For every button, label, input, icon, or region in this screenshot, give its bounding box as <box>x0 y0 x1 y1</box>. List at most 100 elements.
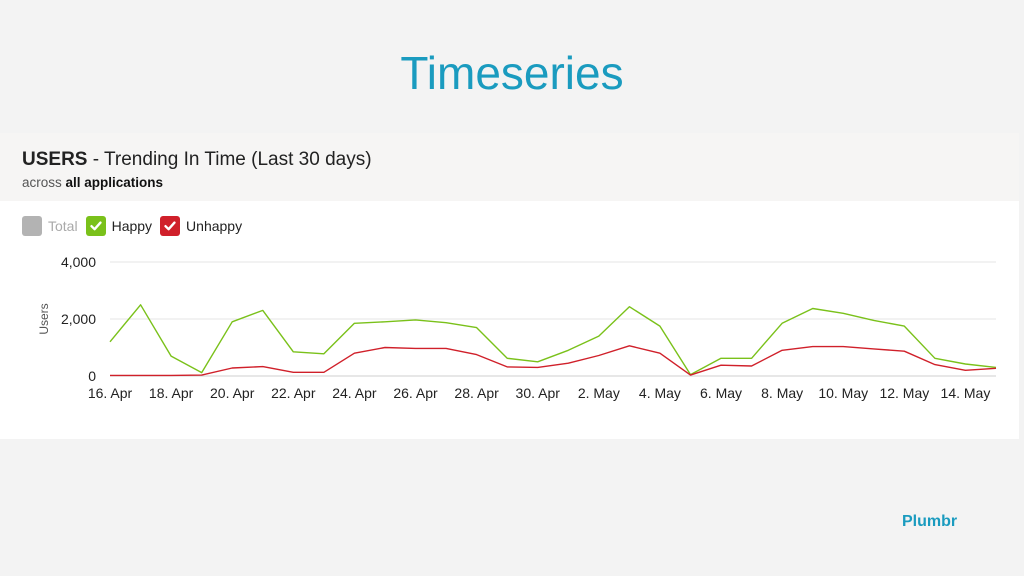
data-point-happy <box>292 350 295 353</box>
data-point-unhappy <box>170 374 173 377</box>
data-point-happy <box>383 320 386 323</box>
data-point-happy <box>231 320 234 323</box>
series-line-unhappy <box>110 345 997 377</box>
x-tick-label: 6. May <box>700 385 742 401</box>
y-axis-label: Users <box>37 303 51 334</box>
checkmark-icon <box>89 221 102 231</box>
x-tick-label: 10. May <box>818 385 868 401</box>
data-point-unhappy <box>811 345 814 348</box>
data-point-happy <box>414 318 417 321</box>
x-tick-label: 2. May <box>578 385 620 401</box>
x-tick-label: 20. Apr <box>210 385 255 401</box>
data-point-happy <box>781 322 784 325</box>
data-point-happy <box>872 319 875 322</box>
legend-item-unhappy[interactable]: Unhappy <box>160 216 242 236</box>
chart-legend: Total Happy Unhappy <box>22 215 250 237</box>
data-point-happy <box>536 360 539 363</box>
data-point-happy <box>964 362 967 365</box>
x-tick-label: 18. Apr <box>149 385 194 401</box>
panel-subtitle: across all applications <box>22 175 163 190</box>
data-point-happy <box>506 357 509 360</box>
slide-title: Timeseries <box>400 47 624 99</box>
data-point-unhappy <box>933 363 936 366</box>
data-point-unhappy <box>231 366 234 369</box>
data-point-unhappy <box>536 366 539 369</box>
unhappy-checkbox[interactable] <box>160 216 181 236</box>
data-point-unhappy <box>597 354 600 357</box>
data-point-happy <box>933 357 936 360</box>
y-tick-label: 4,000 <box>61 254 96 270</box>
panel-header: USERS - Trending In Time (Last 30 days) … <box>0 133 1019 201</box>
panel-title-description: - Trending In Time (Last 30 days) <box>87 149 372 170</box>
data-point-unhappy <box>872 347 875 350</box>
data-point-happy <box>903 325 906 328</box>
x-tick-label: 28. Apr <box>454 385 499 401</box>
series-line-happy <box>109 304 997 376</box>
data-point-unhappy <box>292 371 295 374</box>
application-filter[interactable]: all applications <box>65 175 164 190</box>
panel-title-metric: USERS <box>22 149 88 170</box>
data-point-unhappy <box>414 347 417 350</box>
data-point-unhappy <box>567 362 570 365</box>
data-point-unhappy <box>628 344 631 347</box>
data-point-unhappy <box>719 364 722 367</box>
data-point-unhappy <box>506 365 509 368</box>
checkmark-icon <box>164 221 176 231</box>
panel-subtitle-prefix: across <box>22 175 66 190</box>
data-point-happy <box>567 349 570 352</box>
data-point-unhappy <box>353 352 356 355</box>
data-point-happy <box>322 352 325 355</box>
data-point-happy <box>719 357 722 360</box>
panel-title: USERS - Trending In Time (Last 30 days) <box>22 149 372 171</box>
x-tick-label: 14. May <box>941 385 991 401</box>
x-tick-label: 22. Apr <box>271 385 316 401</box>
data-point-happy <box>475 326 478 329</box>
x-tick-label: 16. Apr <box>88 385 133 401</box>
x-tick-label: 24. Apr <box>332 385 377 401</box>
data-point-happy <box>108 340 111 343</box>
x-tick-label: 26. Apr <box>393 385 438 401</box>
data-point-unhappy <box>781 349 784 352</box>
data-point-unhappy <box>964 369 967 372</box>
data-point-happy <box>811 307 814 310</box>
data-point-happy <box>658 325 661 328</box>
x-tick-label: 30. Apr <box>516 385 561 401</box>
x-tick-label: 12. May <box>879 385 929 401</box>
data-point-happy <box>170 354 173 357</box>
data-point-unhappy <box>475 353 478 356</box>
data-point-unhappy <box>322 371 325 374</box>
legend-label-total: Total <box>48 218 78 234</box>
data-point-happy <box>444 321 447 324</box>
data-point-happy <box>353 322 356 325</box>
total-checkbox[interactable] <box>22 216 42 236</box>
data-point-unhappy <box>261 365 264 368</box>
legend-label-unhappy: Unhappy <box>186 218 243 234</box>
users-chart-panel: USERS - Trending In Time (Last 30 days) … <box>0 133 1019 439</box>
data-point-unhappy <box>444 347 447 350</box>
legend-item-happy[interactable]: Happy <box>85 216 153 236</box>
data-point-unhappy <box>108 374 111 377</box>
legend-item-total[interactable]: Total <box>22 216 78 236</box>
y-tick-label: 2,000 <box>61 311 96 327</box>
data-point-unhappy <box>200 374 203 377</box>
data-point-unhappy <box>689 374 692 377</box>
data-point-happy <box>842 312 845 315</box>
data-point-happy <box>261 309 264 312</box>
data-point-unhappy <box>139 374 142 377</box>
x-tick-label: 4. May <box>639 385 681 401</box>
data-point-unhappy <box>903 350 906 353</box>
data-point-happy <box>597 335 600 338</box>
happy-checkbox[interactable] <box>85 216 106 236</box>
data-point-unhappy <box>994 367 997 370</box>
data-point-unhappy <box>842 345 845 348</box>
data-point-unhappy <box>658 352 661 355</box>
data-point-unhappy <box>750 364 753 367</box>
data-point-unhappy <box>383 346 386 349</box>
legend-label-happy: Happy <box>111 218 153 234</box>
users-line-chart: 0 2,000 4,000 Users 16. Apr 18. Apr 20. Apr 22.… <box>37 254 997 401</box>
data-point-happy <box>750 357 753 360</box>
y-tick-label: 0 <box>88 368 96 384</box>
plumbr-logo: Plumbr <box>902 513 958 530</box>
x-tick-label: 8. May <box>761 385 803 401</box>
data-point-happy <box>139 303 142 306</box>
